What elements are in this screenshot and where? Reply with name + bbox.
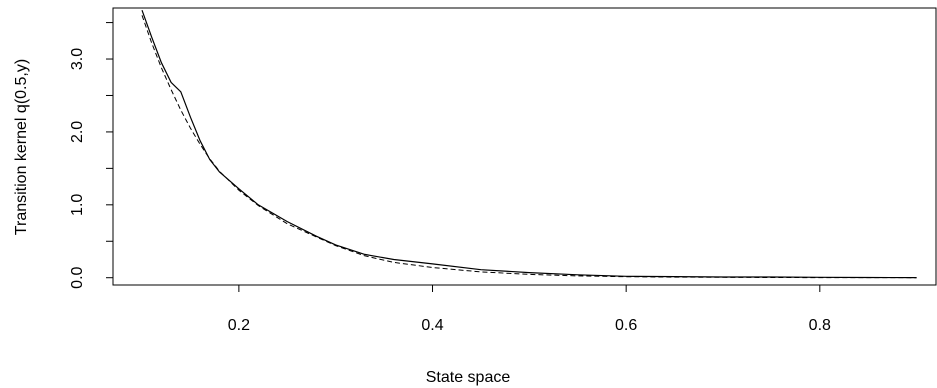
series-layer bbox=[141, 9, 917, 279]
y-axis: 0.0 1.0 2.0 3.0 bbox=[69, 22, 113, 289]
x-tick-label: 0.2 bbox=[228, 317, 250, 334]
series-line-1 bbox=[141, 9, 917, 279]
x-axis-label: State space bbox=[426, 369, 511, 386]
x-tick-label: 0.8 bbox=[809, 317, 831, 334]
x-axis: 0.2 0.4 0.6 0.8 bbox=[228, 285, 831, 334]
y-tick-label: 1.0 bbox=[69, 194, 86, 216]
y-axis-label: Transition kernel q(0.5,y) bbox=[13, 59, 30, 235]
y-tick-label: 0.0 bbox=[69, 266, 86, 288]
y-tick-label: 3.0 bbox=[69, 48, 86, 70]
x-tick-label: 0.4 bbox=[421, 317, 443, 334]
plot-frame bbox=[112, 7, 937, 286]
series-line-2 bbox=[141, 15, 917, 279]
x-tick-label: 0.6 bbox=[615, 317, 637, 334]
y-tick-label: 2.0 bbox=[69, 121, 86, 143]
